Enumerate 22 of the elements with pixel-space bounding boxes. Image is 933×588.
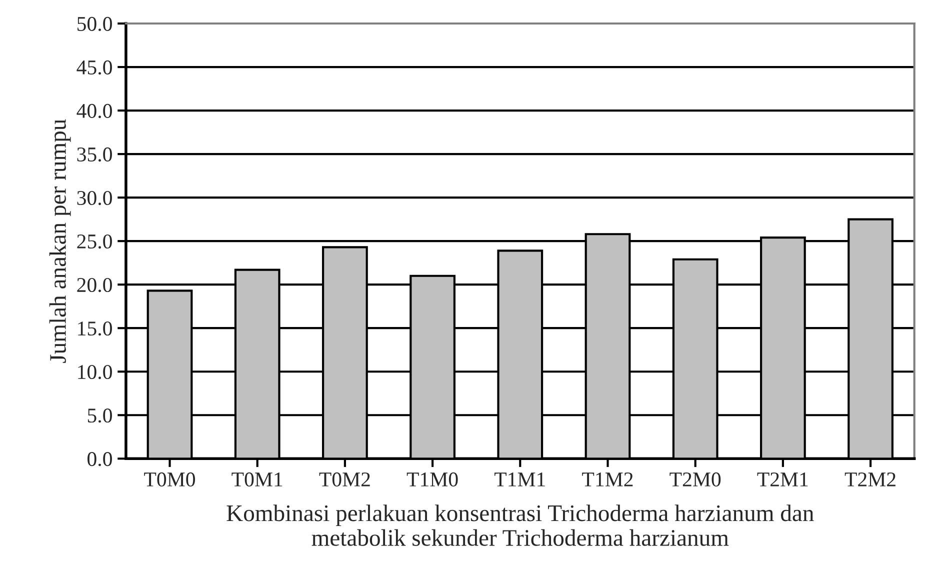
- y-tick-label: 5.0: [88, 408, 112, 423]
- y-tick-label: 40.0: [76, 104, 112, 118]
- y-tick-label: 30.0: [77, 190, 112, 206]
- x-tick-label: T0M1: [232, 472, 282, 486]
- x-tick-label: T0M2: [319, 472, 370, 486]
- y-tick-label: 0.0: [88, 452, 112, 466]
- x-tick-label: T0M0: [144, 472, 195, 486]
- x-tick-label: T2M1: [757, 472, 808, 486]
- x-tick-label: T1M2: [582, 472, 633, 486]
- x-tick-label: T1M1: [494, 472, 545, 486]
- x-axis-title: Kombinasi perlakuan konsentrasi Trichoderma harzianum dan metabolik sekunder Trichoderma harzianum: [226, 504, 814, 546]
- y-tick-label: 45.0: [76, 60, 112, 75]
- y-tick-label: 50.0: [78, 16, 112, 32]
- x-tick-label: T2M2: [844, 472, 896, 486]
- y-axis-title: Jumlah anakan per rumpu: [49, 119, 71, 363]
- y-tick-label: 25.0: [77, 234, 112, 249]
- y-tick-label: 15.0: [78, 321, 112, 336]
- y-tick-label: 35.0: [77, 147, 112, 162]
- y-tick-label: 20.0: [77, 278, 112, 292]
- y-tick-label: 10.0: [78, 364, 112, 380]
- x-tick-label: T2M0: [670, 472, 721, 486]
- x-tick-label: T1M0: [406, 472, 458, 486]
